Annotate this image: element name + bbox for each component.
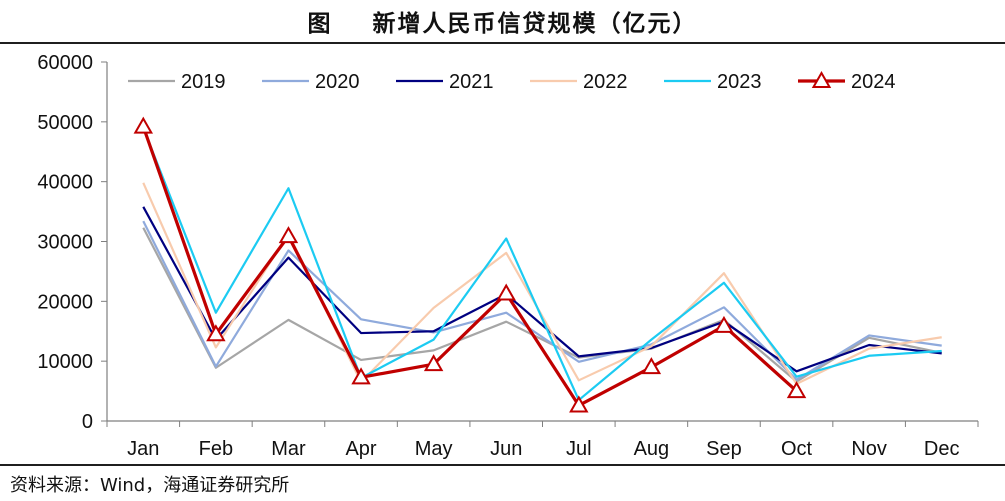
data-point-2024 xyxy=(206,324,226,342)
chart-axes: 0 10000 20000 30000 40000 50000 60000 Jan Feb Mar… xyxy=(37,52,979,460)
y-tick-label: 40000 xyxy=(37,172,93,194)
legend-item-2023: 2023 xyxy=(664,71,762,93)
x-tick-label: Apr xyxy=(345,438,376,460)
x-tick-label: Feb xyxy=(199,438,233,460)
x-tick-label: May xyxy=(415,438,453,460)
legend-label: 2022 xyxy=(583,71,628,93)
series-2024 xyxy=(133,116,807,413)
y-tick-label: 20000 xyxy=(37,291,93,313)
x-tick-label: Jun xyxy=(490,438,522,460)
chart-title: 图 新增人民币信贷规模（亿元） xyxy=(307,11,698,37)
data-point-2024 xyxy=(423,354,444,372)
chart-series xyxy=(133,116,942,413)
data-point-2024 xyxy=(496,283,516,301)
series-2021 xyxy=(142,206,942,373)
y-tick-label: 10000 xyxy=(37,351,93,373)
chart-legend: 2019 2020 2021 2022 2023 2024 xyxy=(128,70,896,93)
data-point-2024 xyxy=(133,116,154,134)
source-bar: 资料来源：Wind，海通证券研究所 xyxy=(0,464,1005,501)
data-point-2024 xyxy=(351,367,371,385)
legend-item-2022: 2022 xyxy=(530,71,628,93)
legend-item-2020: 2020 xyxy=(262,71,360,93)
legend-label: 2023 xyxy=(717,71,762,93)
legend-item-2019: 2019 xyxy=(128,71,226,93)
x-tick-label: Mar xyxy=(271,438,306,460)
legend-label: 2019 xyxy=(181,71,226,93)
legend-marker xyxy=(811,70,832,88)
legend-label: 2021 xyxy=(449,71,494,93)
x-tick-label: Dec xyxy=(924,438,960,460)
legend-label: 2020 xyxy=(315,71,360,93)
legend-label: 2024 xyxy=(851,71,896,93)
series-line-2022 xyxy=(142,182,942,386)
y-tick-label: 60000 xyxy=(37,52,93,74)
y-tick-label: 0 xyxy=(82,411,93,433)
series-2020 xyxy=(142,220,942,381)
series-line-2020 xyxy=(142,220,942,381)
legend-item-2021: 2021 xyxy=(396,71,494,93)
x-tick-label: Aug xyxy=(634,438,670,460)
data-point-2024 xyxy=(569,395,589,413)
x-tick-label: Jul xyxy=(566,438,592,460)
x-tick-label: Oct xyxy=(781,438,813,460)
source-note: 资料来源：Wind，海通证券研究所 xyxy=(10,475,290,496)
y-tick-label: 30000 xyxy=(37,232,93,254)
data-point-2024 xyxy=(786,381,807,399)
x-tick-label: Jan xyxy=(127,438,159,460)
series-line-2024 xyxy=(141,126,798,408)
data-point-2024 xyxy=(641,357,662,375)
data-point-2024 xyxy=(714,315,734,333)
data-point-2024 xyxy=(278,226,299,244)
series-line-2023 xyxy=(142,127,942,402)
title-bar: 图 新增人民币信贷规模（亿元） xyxy=(0,0,1005,44)
legend-item-2024: 2024 xyxy=(798,70,896,93)
series-line-2019 xyxy=(142,227,942,383)
y-tick-label: 50000 xyxy=(37,112,93,134)
series-2019 xyxy=(142,227,942,383)
x-tick-label: Nov xyxy=(851,438,887,460)
series-2023 xyxy=(142,127,942,402)
line-chart: 0 10000 20000 30000 40000 50000 60000 Jan Feb Mar… xyxy=(37,52,979,460)
series-line-2021 xyxy=(142,206,942,373)
x-tick-label: Sep xyxy=(706,438,742,460)
series-2022 xyxy=(142,182,942,386)
